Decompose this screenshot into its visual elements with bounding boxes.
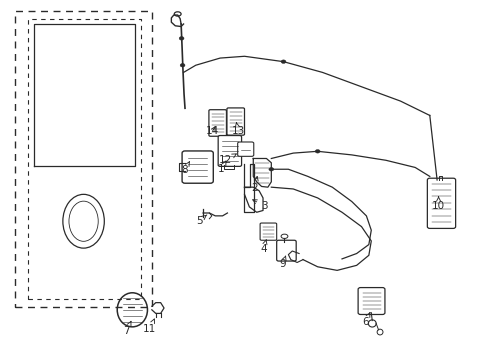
Text: 6: 6	[362, 312, 369, 327]
FancyBboxPatch shape	[237, 142, 253, 156]
FancyBboxPatch shape	[208, 110, 226, 136]
Ellipse shape	[315, 149, 320, 153]
Text: 3: 3	[252, 200, 267, 211]
Text: 12: 12	[218, 154, 236, 165]
Text: 8: 8	[181, 162, 189, 175]
Text: 11: 11	[143, 319, 156, 334]
FancyBboxPatch shape	[226, 108, 244, 135]
Text: 7: 7	[123, 321, 131, 336]
Text: 13: 13	[231, 123, 244, 136]
FancyBboxPatch shape	[427, 178, 455, 228]
FancyBboxPatch shape	[218, 135, 241, 166]
Text: 9: 9	[279, 256, 285, 269]
FancyBboxPatch shape	[182, 151, 213, 183]
Polygon shape	[253, 158, 271, 187]
Text: 10: 10	[431, 197, 444, 211]
FancyBboxPatch shape	[357, 288, 384, 315]
Text: 14: 14	[206, 126, 219, 136]
FancyBboxPatch shape	[260, 223, 276, 240]
Text: 1: 1	[218, 161, 225, 174]
FancyBboxPatch shape	[276, 240, 296, 261]
Polygon shape	[244, 164, 254, 212]
Text: 4: 4	[260, 240, 266, 254]
Text: 2: 2	[250, 176, 258, 193]
Ellipse shape	[180, 63, 184, 67]
Text: 5: 5	[196, 215, 206, 225]
Ellipse shape	[179, 37, 183, 40]
Polygon shape	[244, 187, 263, 212]
Ellipse shape	[268, 167, 273, 171]
Ellipse shape	[281, 60, 285, 63]
